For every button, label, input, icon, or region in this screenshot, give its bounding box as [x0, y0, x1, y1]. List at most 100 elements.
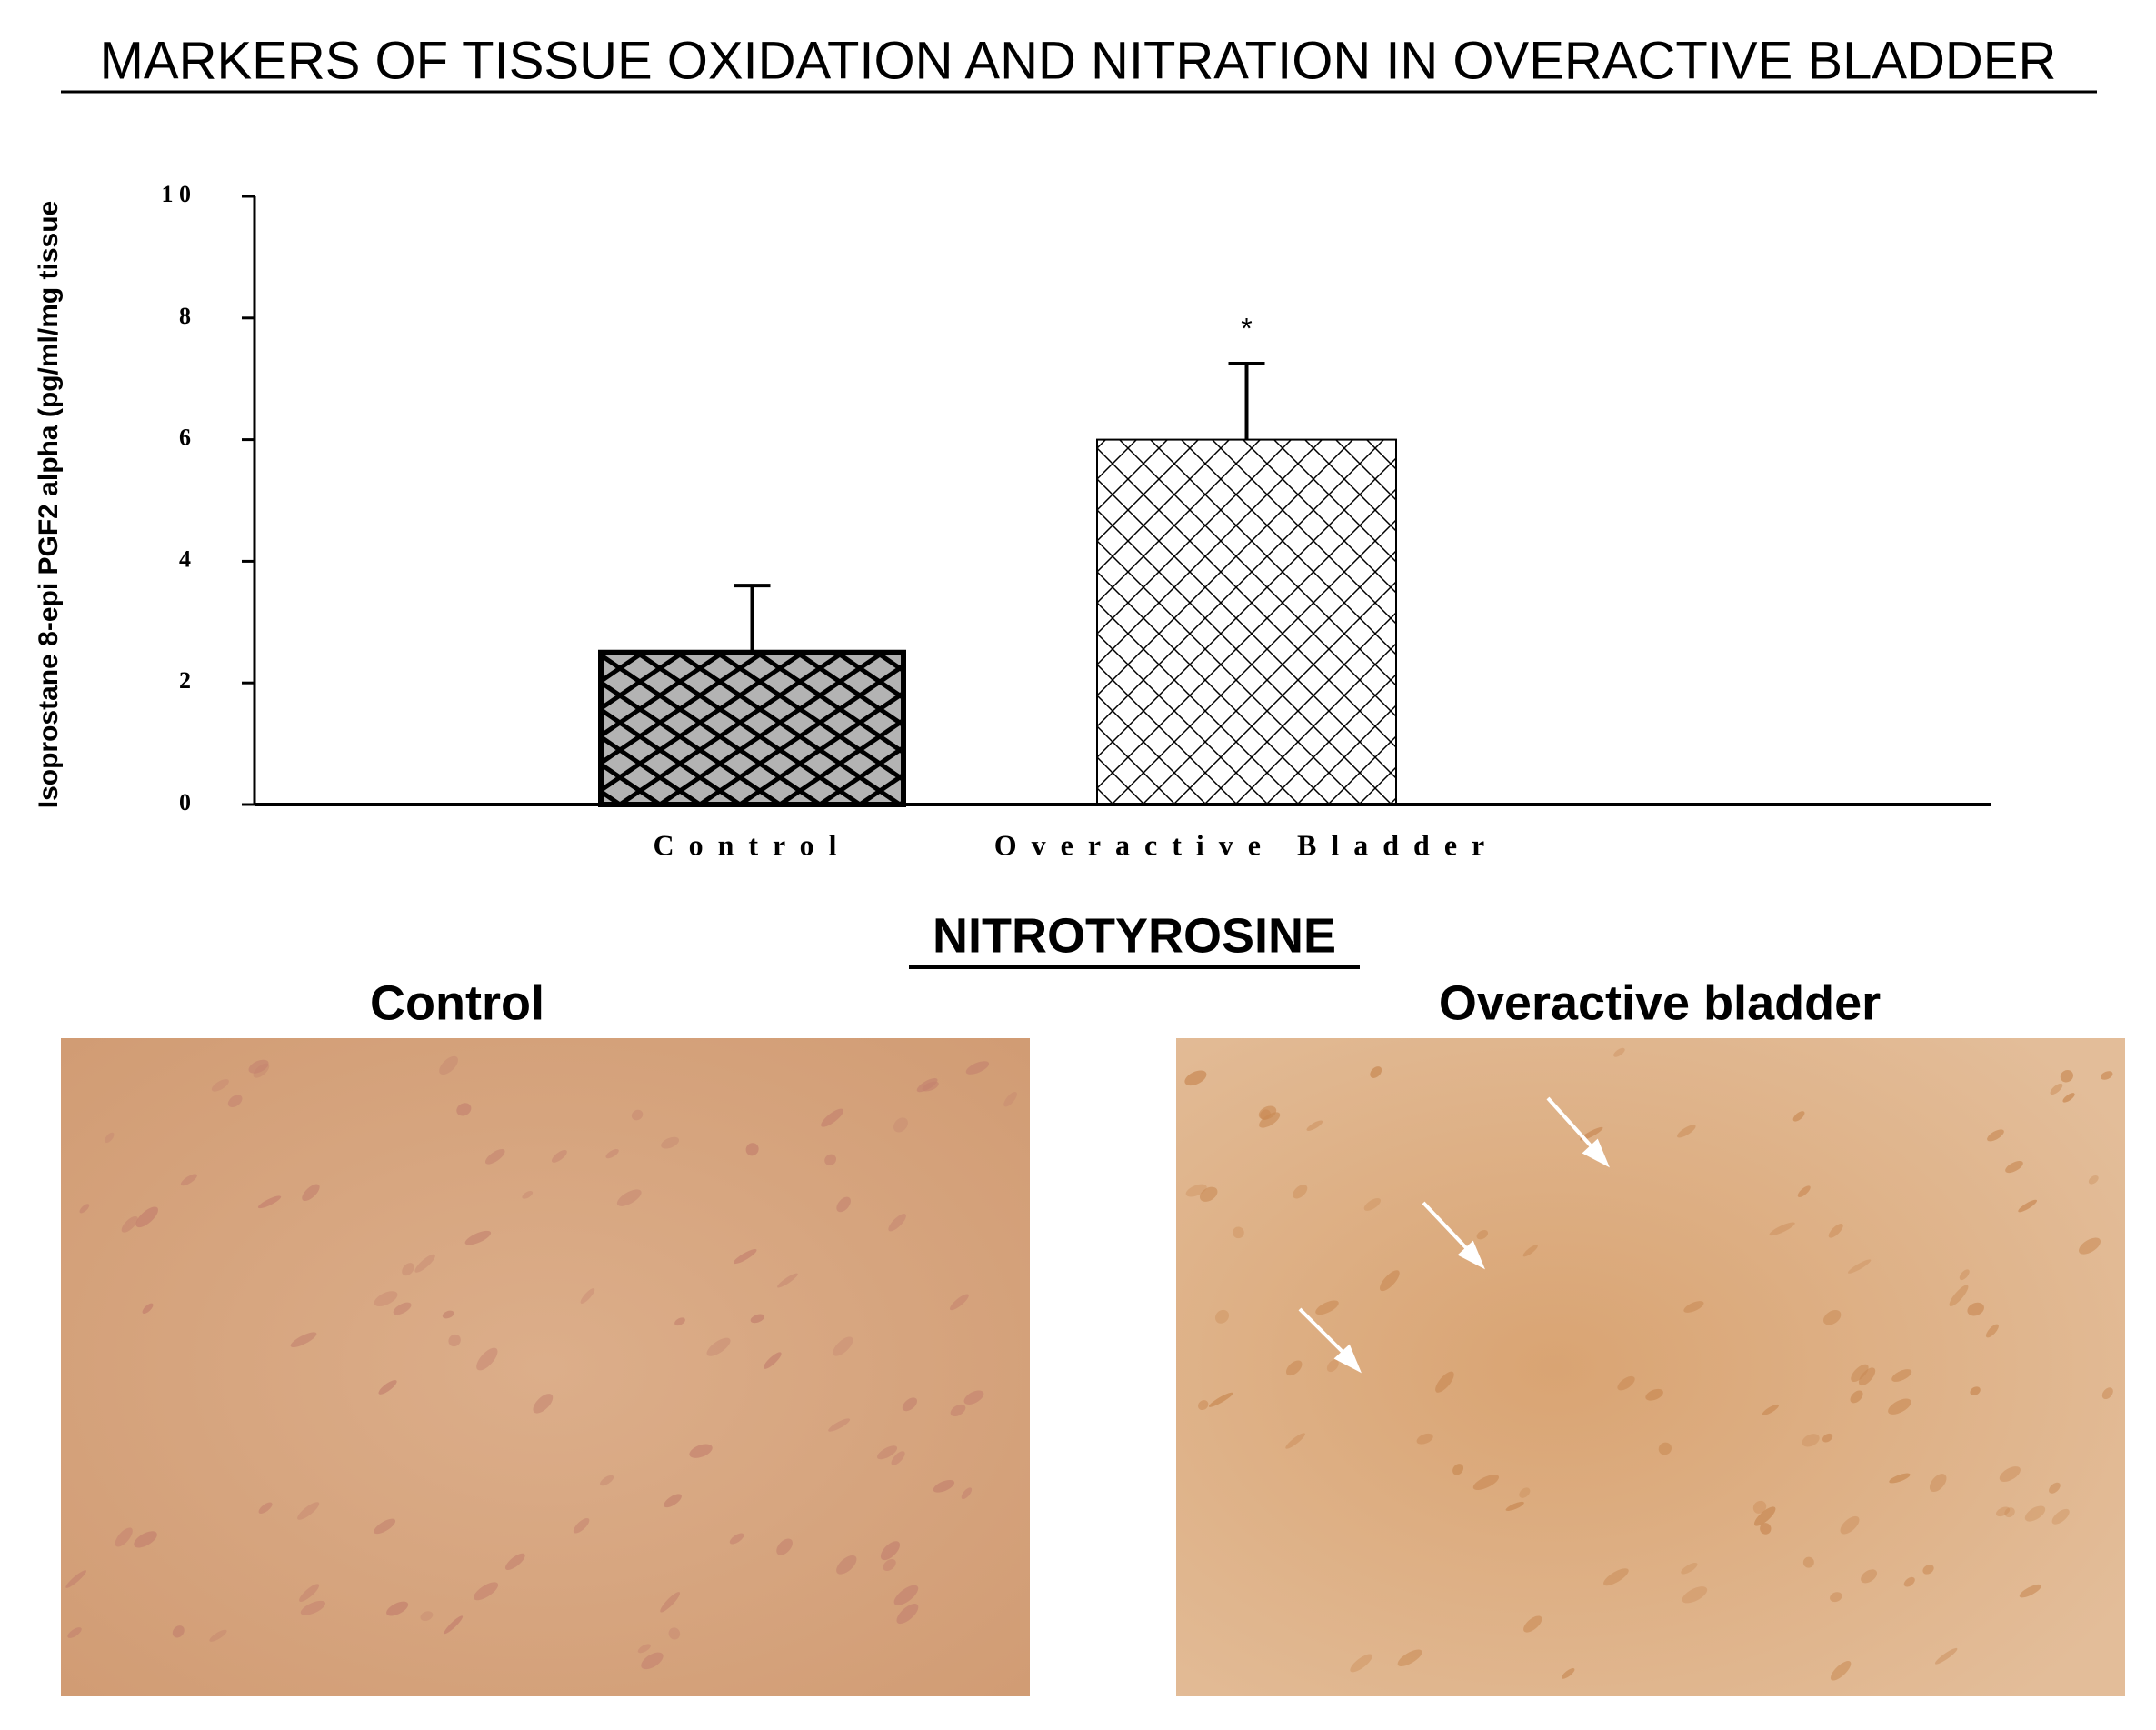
y-tick-label: 4 [179, 545, 191, 572]
nucleus [1903, 1576, 1915, 1587]
nucleus [729, 1533, 744, 1545]
nucleus [750, 1314, 764, 1324]
nucleus [1802, 1434, 1820, 1447]
nucleus [1949, 1285, 1969, 1307]
nucleus [1769, 1222, 1795, 1236]
nucleus [880, 1541, 901, 1561]
nucleus [1208, 1392, 1233, 1407]
nucleus [1613, 1047, 1625, 1057]
nucleus [115, 1527, 133, 1547]
nucleus [448, 1334, 461, 1347]
nucleus [1888, 1398, 1911, 1415]
nucleus [661, 1136, 680, 1149]
nucleus [1379, 1270, 1400, 1292]
nucleus [248, 1059, 269, 1074]
nucleus [888, 1214, 906, 1232]
nucleus [1830, 1661, 1852, 1681]
nucleus [637, 1644, 651, 1654]
nucleus [1603, 1568, 1629, 1586]
nucleus [1929, 1474, 1947, 1493]
nucleus [2005, 1160, 2023, 1174]
nucleus [1850, 1390, 1863, 1404]
nucleus [891, 1451, 905, 1465]
arrow [1546, 1096, 1599, 1155]
nucleus [1617, 1375, 1635, 1391]
nucleus [893, 1585, 919, 1605]
nucleus [456, 1103, 472, 1116]
nucleus [257, 1195, 282, 1209]
nucleus [1861, 1569, 1878, 1584]
nucleus [374, 1518, 396, 1535]
nucleus [674, 1317, 685, 1326]
nucleus [1452, 1464, 1464, 1475]
bar [1096, 438, 1397, 805]
nucleus [1476, 1230, 1489, 1240]
nucleus [533, 1394, 554, 1414]
nucleus [1645, 1388, 1663, 1401]
nucleus [2101, 1387, 2113, 1400]
nucleus [180, 1174, 197, 1186]
nucleus [836, 1555, 857, 1575]
panel-title: Control [370, 975, 544, 1030]
nucleus [302, 1184, 320, 1202]
nucleus [668, 1627, 681, 1640]
y-tick-label: 6 [179, 425, 191, 451]
nucleus [464, 1230, 492, 1245]
nucleus [836, 1196, 851, 1213]
significance-mark: * [1241, 312, 1252, 345]
nucleus [1198, 1400, 1209, 1411]
nucleus [105, 1132, 115, 1144]
nucleus [580, 1288, 595, 1304]
nucleus [1760, 1523, 1772, 1535]
nucleus [605, 1148, 619, 1159]
micrograph [1176, 1038, 2125, 1696]
nucleus [2004, 1507, 2015, 1518]
nucleus [1847, 1259, 1872, 1274]
nucleus [1762, 1404, 1779, 1415]
nucleus [299, 1584, 320, 1602]
nucleus [1752, 1500, 1767, 1514]
nucleus [1840, 1515, 1860, 1535]
nucleus [1681, 1562, 1698, 1575]
bar [598, 649, 906, 807]
nucleus [2062, 1093, 2075, 1103]
nucleus [883, 1559, 896, 1572]
nucleus [439, 1055, 458, 1075]
nucleus [1472, 1475, 1500, 1491]
nucleus [1851, 1364, 1869, 1383]
nucleus [2049, 1482, 2061, 1494]
nucleus [896, 1604, 919, 1625]
nucleus [1658, 1442, 1672, 1455]
nucleus [776, 1538, 793, 1555]
micrograph-oab [1176, 1038, 2125, 1696]
nucleus [706, 1337, 731, 1356]
y-tick-label: 8 [179, 303, 191, 329]
nucleus [1315, 1300, 1339, 1315]
nucleus [474, 1582, 499, 1601]
nucleus [2019, 1584, 2041, 1598]
nucleus [420, 1611, 434, 1621]
y-tick-label: 0 [179, 789, 191, 815]
nucleus [733, 1249, 757, 1265]
nucleus [402, 1263, 414, 1276]
nucleus [965, 1061, 990, 1075]
nucleus [1802, 1556, 1814, 1568]
nucleus [378, 1380, 397, 1395]
nucleus [79, 1204, 90, 1214]
nucleus [121, 1215, 138, 1233]
nucleus [1199, 1186, 1218, 1202]
nucleus [1797, 1185, 1811, 1198]
nucleus [2060, 1070, 2073, 1083]
micrograph-control [61, 1038, 1030, 1696]
nucleus [1370, 1066, 1382, 1078]
nucleus [142, 1303, 154, 1315]
nucleus [1970, 1386, 1981, 1396]
nucleus [2051, 1508, 2070, 1525]
nucleus [1003, 1091, 1017, 1107]
nucleus [963, 1390, 984, 1405]
nucleus [828, 1418, 851, 1432]
nucleus [1293, 1185, 1308, 1199]
nucleus [1363, 1198, 1382, 1211]
nucleus [1562, 1668, 1575, 1679]
nucleus [631, 1109, 644, 1121]
